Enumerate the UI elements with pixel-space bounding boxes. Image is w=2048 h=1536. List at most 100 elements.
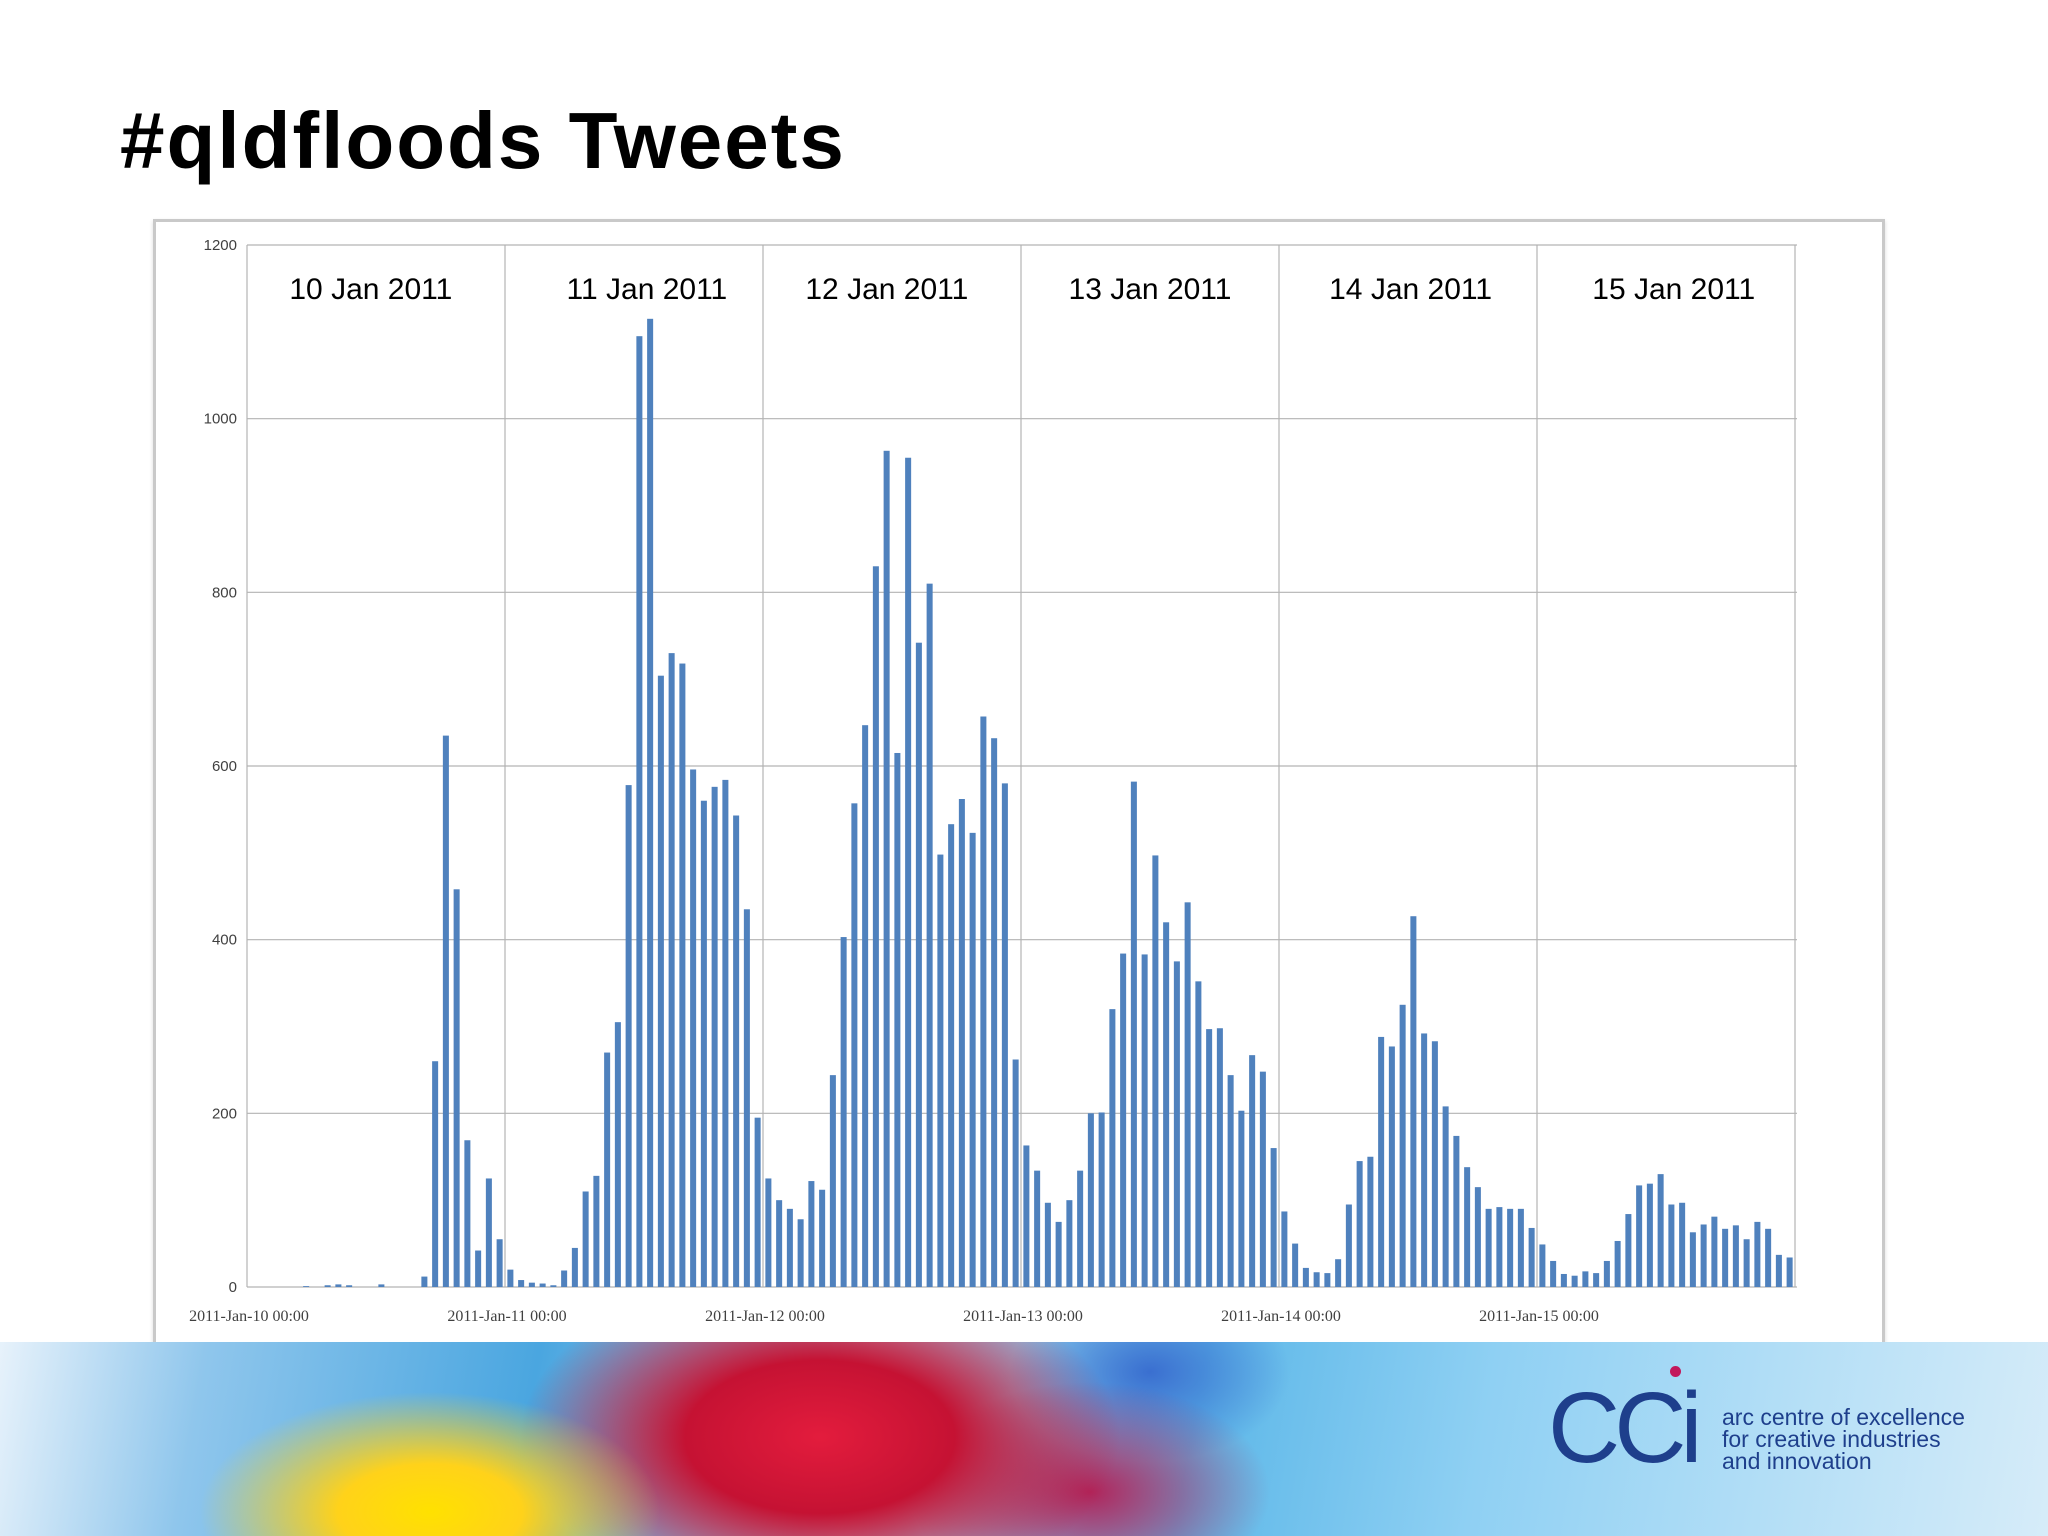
bar <box>539 1283 546 1287</box>
bar <box>690 769 697 1287</box>
bar <box>1163 922 1170 1287</box>
bar <box>1077 1170 1084 1287</box>
logo-line: for creative industries <box>1722 1426 1941 1452</box>
bar <box>786 1208 793 1287</box>
bar <box>604 1052 611 1287</box>
day-label: 10 Jan 2011 <box>289 273 452 306</box>
bar <box>937 854 944 1287</box>
bar <box>980 716 987 1287</box>
bar <box>1130 781 1137 1287</box>
bar <box>1646 1183 1653 1287</box>
bar <box>432 1061 439 1287</box>
bar <box>894 752 901 1287</box>
bar <box>1227 1075 1234 1287</box>
bar <box>1152 855 1159 1287</box>
bar <box>1689 1232 1696 1287</box>
bar <box>1507 1208 1514 1287</box>
bar <box>1399 1004 1406 1287</box>
bar <box>442 735 449 1287</box>
bar <box>1055 1221 1062 1288</box>
bar <box>776 1200 783 1287</box>
bar <box>1765 1228 1772 1287</box>
bar <box>571 1247 578 1287</box>
bar <box>1679 1202 1686 1287</box>
bar <box>561 1270 568 1287</box>
bar <box>1711 1216 1718 1287</box>
bar <box>1550 1260 1557 1287</box>
y-tick-label: 0 <box>229 1279 237 1296</box>
day-label: 14 Jan 2011 <box>1329 273 1492 306</box>
x-tick-label: 2011-Jan-14 00:00 <box>1221 1308 1341 1325</box>
logo-dot <box>1670 1366 1681 1377</box>
bar <box>496 1239 503 1287</box>
bar <box>862 725 869 1287</box>
bar <box>1464 1167 1471 1287</box>
bar <box>1668 1204 1675 1287</box>
bar <box>969 832 976 1287</box>
bar <box>1517 1208 1524 1287</box>
bar <box>1442 1106 1449 1287</box>
bar <box>797 1219 804 1287</box>
bar <box>1700 1224 1707 1287</box>
bar <box>1786 1257 1793 1287</box>
bar <box>1109 1009 1116 1287</box>
x-tick-label: 2011-Jan-13 00:00 <box>963 1308 1083 1325</box>
bar <box>711 786 718 1287</box>
bar <box>1120 953 1127 1287</box>
bar <box>1367 1156 1374 1287</box>
bar <box>1335 1259 1342 1287</box>
bar <box>1528 1227 1535 1287</box>
bar <box>1012 1059 1019 1287</box>
bar <box>346 1285 353 1287</box>
bar <box>1313 1272 1320 1287</box>
bar <box>1603 1260 1610 1287</box>
y-tick-label: 400 <box>212 932 237 949</box>
bar <box>1292 1243 1299 1287</box>
bar <box>883 450 890 1287</box>
bar <box>1098 1112 1105 1287</box>
bar <box>1593 1273 1600 1287</box>
bar <box>743 909 750 1287</box>
bar <box>1173 961 1180 1288</box>
bar <box>958 799 965 1287</box>
bar <box>335 1284 342 1287</box>
bar <box>1410 916 1417 1287</box>
bar <box>668 653 675 1287</box>
bar <box>1324 1273 1331 1287</box>
bar <box>733 815 740 1287</box>
bar <box>926 583 933 1287</box>
bar <box>1722 1228 1729 1287</box>
bar <box>808 1181 815 1287</box>
day-label: 13 Jan 2011 <box>1069 273 1232 306</box>
bar <box>1775 1254 1782 1287</box>
bar <box>518 1280 525 1287</box>
bar <box>1249 1055 1256 1287</box>
bar <box>1539 1244 1546 1287</box>
decorative-background-band <box>0 1342 2048 1536</box>
text-layer: 0 200 400 600 800 1000 1200 2011-Jan-10 00:00 20… <box>189 237 1755 1325</box>
bar <box>1614 1240 1621 1287</box>
bar <box>679 663 686 1287</box>
x-tick-label: 2011-Jan-10 00:00 <box>189 1308 309 1325</box>
slide-title: #qldfloods Tweets <box>120 96 846 185</box>
bar <box>1732 1225 1739 1287</box>
bar <box>582 1191 589 1287</box>
bar <box>1453 1135 1460 1287</box>
bar <box>528 1282 535 1287</box>
bar <box>722 779 729 1287</box>
bar <box>1754 1221 1761 1288</box>
bar <box>1356 1161 1363 1287</box>
day-label: 11 Jan 2011 <box>567 273 728 306</box>
bar <box>485 1178 492 1287</box>
bar <box>1625 1214 1632 1287</box>
bar <box>915 642 922 1287</box>
bar <box>1582 1271 1589 1287</box>
bar <box>840 937 847 1287</box>
bar <box>1034 1170 1041 1287</box>
bar <box>1474 1187 1481 1287</box>
bar <box>1378 1036 1385 1287</box>
bar <box>1496 1207 1503 1287</box>
bar <box>1388 1046 1395 1287</box>
bar <box>851 803 858 1287</box>
bar <box>765 1178 772 1287</box>
